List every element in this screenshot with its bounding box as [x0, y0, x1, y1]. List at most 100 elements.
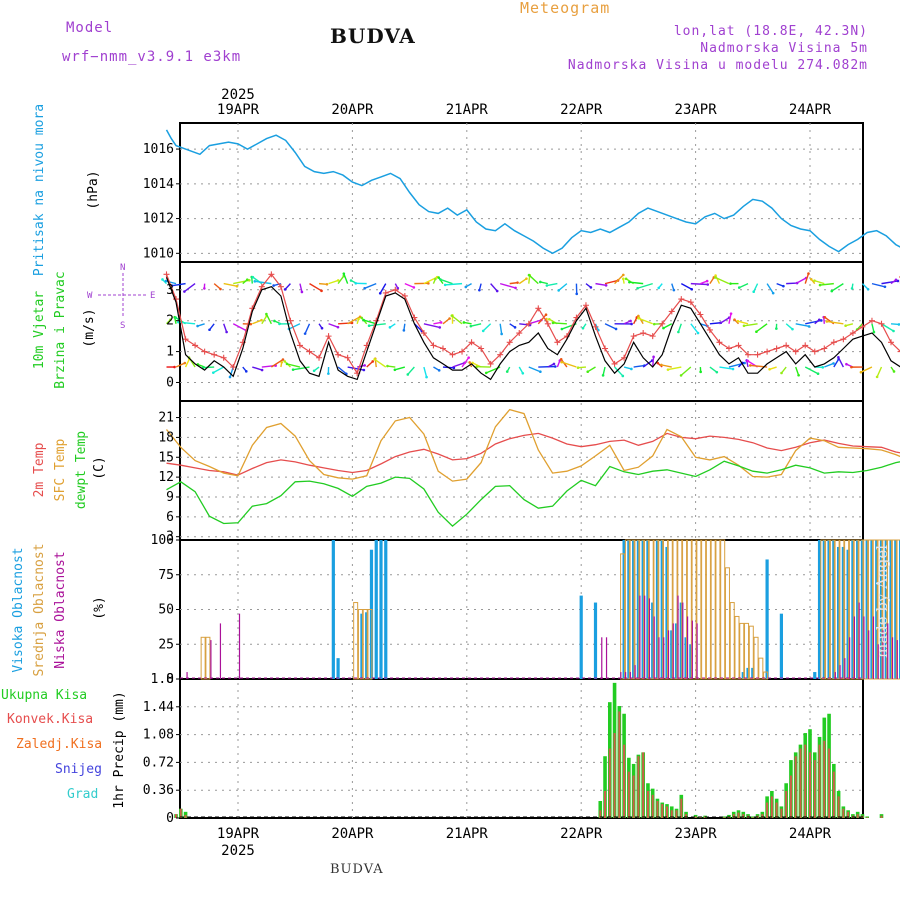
wind-gust-marker	[745, 351, 752, 358]
wind-arrow-head	[219, 287, 222, 291]
low-cloud-bar	[686, 616, 689, 679]
wind-component-arrow	[252, 366, 263, 371]
wind-arrow-head	[228, 375, 232, 379]
wind-arrow-head	[733, 318, 736, 321]
mid-cloud-bar	[848, 539, 854, 680]
conv-rain-bar	[680, 798, 683, 818]
wind-arrow-head	[439, 321, 443, 324]
wind-component-arrow	[546, 282, 558, 287]
wind-arrow-head	[527, 273, 531, 277]
wind-arrow-head	[630, 322, 633, 326]
wind-arrow-head	[283, 360, 287, 363]
sfc-temp-label: SFC Temp	[53, 439, 68, 502]
wind-arrow-head	[327, 372, 330, 375]
wind-component-arrow	[223, 323, 228, 333]
wind-gust-marker	[640, 330, 647, 337]
wind-arrow-head	[813, 279, 816, 282]
low-cloud-bar	[605, 637, 608, 679]
high-cloud-bar	[856, 540, 860, 679]
mid-cloud-bar	[353, 602, 359, 680]
wind-arrow-head	[752, 290, 756, 293]
wind-component-arrow	[304, 323, 311, 334]
wind-arrow-head	[513, 326, 517, 329]
wind-component-arrow	[265, 313, 272, 325]
wind-component-arrow	[451, 315, 463, 325]
wind-component-arrow	[452, 362, 465, 368]
conv-rain-bar	[632, 775, 635, 818]
wind-component-arrow	[804, 273, 810, 284]
wind-gust-marker	[716, 339, 723, 346]
wind-arrow-head	[412, 286, 416, 289]
wind-component-arrow	[499, 282, 516, 289]
wind-arrow-head	[872, 330, 876, 334]
y-tick-label: 1	[166, 345, 174, 360]
wind-arrow-head	[478, 288, 481, 292]
high-cloud-bar	[865, 540, 869, 679]
wind-arrow-head	[283, 288, 287, 291]
wind-arrow-head	[265, 312, 268, 316]
precip-panel-labels: Ukupna Kisa Konvek.Kisa Zaledj.Kisa Snij…	[1, 688, 127, 809]
mid-cloud-bar	[744, 622, 750, 680]
conv-rain-bar	[770, 796, 773, 818]
wind-arrow-head	[253, 280, 257, 283]
temp-panel-labels: 2m Temp SFC Temp dewpt Temp (C)	[32, 431, 107, 509]
model-name: wrf−nmm_v3.9.1 e3km	[62, 49, 242, 65]
wind-arrow-head	[467, 356, 470, 359]
mid-cloud-bar	[763, 671, 769, 680]
conv-rain-label: Konvek.Kisa	[7, 712, 93, 727]
conv-rain-bar	[637, 756, 640, 818]
low-cloud-bar	[667, 630, 670, 679]
conv-rain-bar	[818, 744, 821, 818]
mid-cloud-bar	[867, 539, 873, 680]
wind-arrow-head	[622, 273, 625, 277]
conv-rain-bar	[823, 740, 826, 818]
y-tick-label: 0	[166, 375, 174, 390]
mid-cloud-bar	[872, 539, 878, 680]
conv-rain-bar	[866, 817, 869, 818]
low-cloud-bar	[887, 623, 889, 679]
lonlat-label: lon,lat (18.8E, 42.3N)	[673, 24, 868, 39]
wind-component-arrow	[587, 366, 596, 373]
wind-gust-marker	[325, 333, 332, 340]
wind-arrow-head	[614, 327, 618, 331]
wind-gust-marker	[840, 336, 847, 343]
low-cloud-bar	[634, 665, 636, 679]
wind-component-arrow	[785, 323, 793, 330]
wind-gust-marker	[792, 348, 799, 355]
wind-arrow-head	[450, 314, 454, 317]
wind-component-arrow	[528, 319, 542, 325]
wind-arrow-head	[837, 355, 840, 359]
wind-arrow-head	[545, 284, 549, 287]
wind-arrow-head	[354, 281, 358, 285]
high-cloud-bar	[641, 540, 645, 679]
conv-rain-bar	[780, 808, 783, 818]
wind-gust-marker	[382, 289, 389, 296]
wind-arrow-head	[548, 317, 551, 321]
wind-component-arrow	[737, 320, 749, 325]
wind-arrow-head	[589, 286, 593, 289]
high-cloud-bar	[651, 602, 655, 679]
bottom-day-label: 20APR	[331, 826, 374, 842]
wind-arrow-head	[850, 287, 854, 290]
conv-rain-bar	[737, 812, 740, 818]
wind-arrow-head	[437, 369, 441, 372]
wind-arrow-head	[553, 365, 557, 368]
wind-gust-marker	[811, 348, 818, 355]
dewpt-temp-label: dewpt Temp	[74, 431, 89, 509]
low-cloud-bar	[682, 602, 684, 679]
wind-arrow-head	[621, 374, 625, 378]
mid-cloud-bar	[896, 539, 900, 680]
wind-arrow-head	[500, 332, 503, 336]
high-cloud-bar	[374, 540, 378, 679]
wind-gust-marker	[430, 342, 437, 349]
wind-gust-marker	[316, 354, 323, 361]
wind-arrow-head	[514, 286, 517, 290]
wind-arrow-head	[196, 324, 199, 328]
pressure-unit: (hPa)	[86, 170, 101, 209]
wind-arrow-head	[894, 278, 898, 282]
wind-component-arrow	[677, 323, 682, 333]
top-year-label: 2025	[221, 87, 255, 103]
wind-component-arrow	[837, 356, 844, 368]
low-cloud-bar	[891, 637, 894, 679]
wind-arrow-head	[844, 324, 847, 328]
